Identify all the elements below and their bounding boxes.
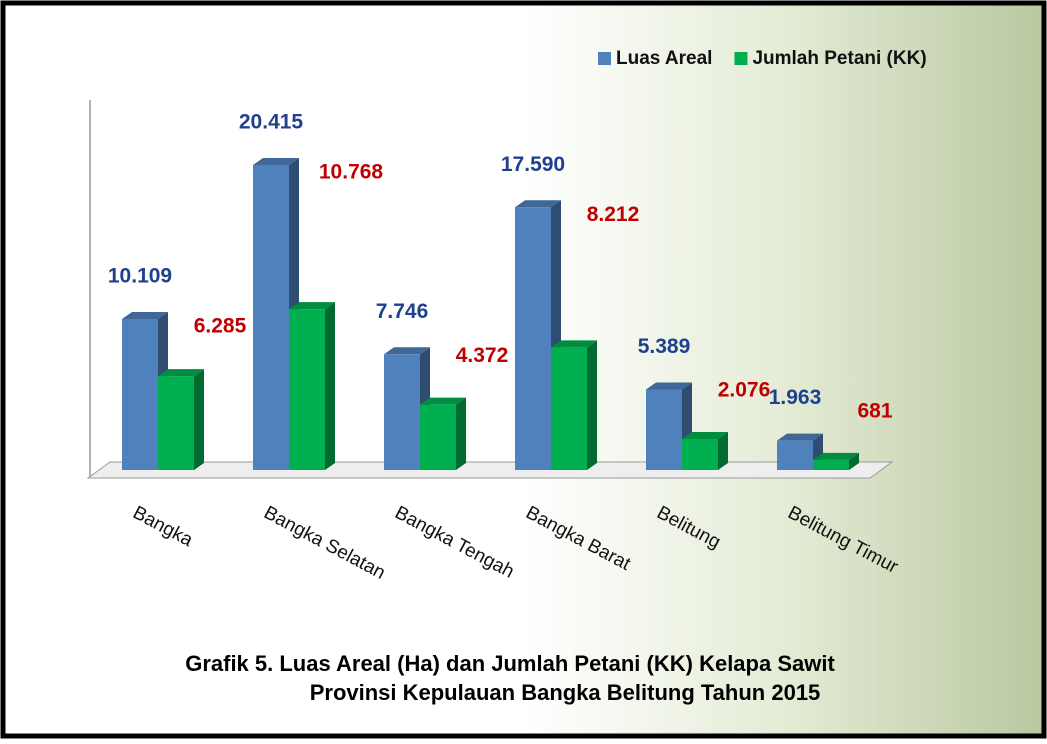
bar-top [813, 452, 859, 460]
bar-side [325, 302, 335, 470]
title: Grafik 5. Luas Areal (Ha) dan Jumlah Pet… [185, 651, 835, 705]
bar [515, 207, 551, 470]
bar-top [253, 158, 299, 165]
bar-top [646, 382, 692, 390]
data-label: 2.076 [718, 379, 771, 402]
legend-swatch [734, 52, 748, 65]
bar-side [456, 397, 466, 470]
bar [777, 440, 813, 470]
data-label: 7.746 [376, 300, 429, 323]
bar [158, 376, 194, 470]
title-line: Grafik 5. Luas Areal (Ha) dan Jumlah Pet… [185, 651, 835, 676]
data-label: 6.285 [194, 315, 247, 338]
bar-top [682, 431, 728, 439]
legend-swatch [598, 52, 611, 65]
bar [253, 165, 289, 470]
data-label: 20.415 [239, 111, 304, 134]
data-label: 5.389 [638, 335, 691, 358]
bar-top [551, 340, 597, 348]
bar [289, 309, 325, 470]
bar-top [122, 311, 168, 319]
data-label: 10.109 [108, 265, 172, 288]
bar [551, 347, 587, 470]
bar-top [515, 200, 561, 208]
bar-top [420, 397, 466, 405]
bar [682, 438, 718, 470]
bar-side [194, 369, 204, 470]
bar [813, 459, 849, 470]
bar [646, 389, 682, 470]
bar-side [718, 431, 728, 470]
bar-top [777, 433, 823, 441]
data-label: 4.372 [456, 344, 509, 367]
bar [122, 318, 158, 470]
legend-label: Luas Areal [616, 48, 712, 69]
bar-top [384, 347, 430, 355]
bar-side [849, 452, 859, 470]
data-label: 10.768 [319, 161, 384, 184]
legend-label: Jumlah Petani (KK) [752, 48, 926, 69]
bar-side [587, 340, 597, 470]
data-label: 8.212 [587, 203, 640, 226]
bar [420, 404, 456, 470]
bar-top [158, 369, 204, 377]
title-line: Provinsi Kepulauan Bangka Belitung Tahun… [310, 680, 821, 705]
data-label: 681 [857, 399, 892, 422]
data-label: 17.590 [501, 153, 565, 176]
data-label: 1.963 [769, 386, 822, 409]
floor [86, 461, 894, 479]
bar-top [289, 302, 335, 310]
bar [384, 354, 420, 470]
